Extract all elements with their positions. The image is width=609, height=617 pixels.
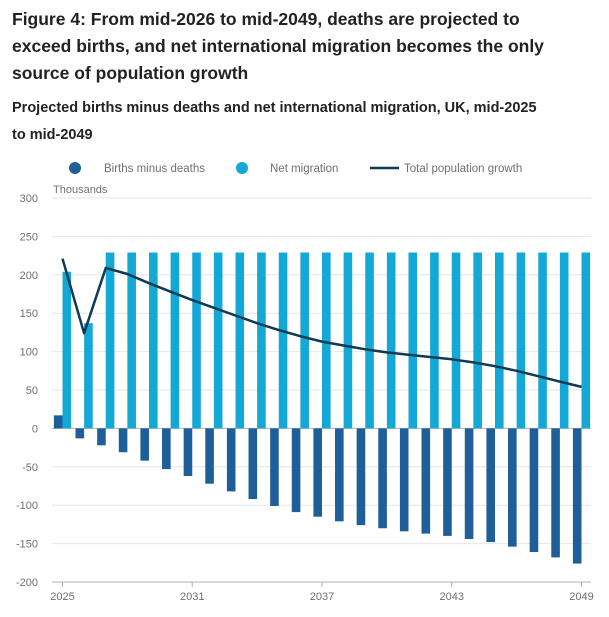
bar-net-migration-2036 <box>300 252 309 429</box>
bar-net-migration-2035 <box>278 252 288 429</box>
bar-births-minus-deaths-2043 <box>443 428 452 536</box>
bar-births-minus-deaths-2038 <box>335 428 344 522</box>
y-tick-label: 150 <box>20 308 38 320</box>
total-growth-line-group <box>61 258 582 389</box>
y-tick-label: -50 <box>22 462 38 474</box>
y-tick-label: 250 <box>20 231 38 243</box>
bar-births-minus-deaths-2045 <box>486 428 495 543</box>
gridlines <box>52 197 591 583</box>
bar-births-minus-deaths-2033 <box>226 428 236 492</box>
bar-births-minus-deaths-2041 <box>399 428 409 532</box>
bar-net-migration-2042 <box>430 252 439 429</box>
bar-net-migration-2029 <box>149 252 158 429</box>
x-tick-label: 2031 <box>180 591 204 603</box>
legend-label-total-growth: Total population growth <box>404 163 522 175</box>
total-growth-line <box>61 258 582 389</box>
x-tick-label: 2049 <box>569 591 593 603</box>
bar-births-minus-deaths-2027 <box>97 428 106 446</box>
legend-label-net-migration: Net migration <box>270 163 338 175</box>
bar-births-minus-deaths-2030 <box>162 428 171 470</box>
bar-net-migration-2041 <box>408 252 418 429</box>
bar-net-migration-2045 <box>495 252 504 429</box>
legend: Births minus deaths Net migration Total … <box>69 162 522 175</box>
y-tick-label: 300 <box>20 193 38 205</box>
bar-births-minus-deaths-2047 <box>529 428 539 553</box>
bar-births-minus-deaths-2025 <box>53 415 63 429</box>
legend-label-births-minus-deaths: Births minus deaths <box>104 163 205 175</box>
figure-title: Figure 4: From mid-2026 to mid-2049, dea… <box>12 9 544 83</box>
y-axis-label: Thousands <box>53 184 108 196</box>
bar-births-minus-deaths-2049 <box>572 428 582 564</box>
x-axis: 2025 2031 2037 2043 2049 <box>50 581 594 603</box>
bar-net-migration-2047 <box>538 252 547 429</box>
bar-births-minus-deaths-2032 <box>205 428 214 484</box>
bar-net-migration-2030 <box>170 252 180 429</box>
bar-births-minus-deaths-2040 <box>378 428 387 529</box>
y-axis-ticks: 300 250 200 150 100 50 0 -50 -100 -150 -200 <box>16 193 38 589</box>
x-tick-label: 2025 <box>50 591 74 603</box>
bar-net-migration-2032 <box>213 252 223 429</box>
y-tick-label: 200 <box>20 270 38 282</box>
y-tick-label: 100 <box>20 347 38 359</box>
bar-births-minus-deaths-2031 <box>183 428 193 477</box>
bar-births-minus-deaths-2028 <box>118 428 128 453</box>
bar-net-migration-2028 <box>127 252 136 429</box>
y-tick-label: -100 <box>16 500 38 512</box>
bar-net-migration-2031 <box>192 252 201 429</box>
bar-net-migration-2043 <box>451 252 461 429</box>
bar-births-minus-deaths-2026 <box>75 428 85 439</box>
bar-births-minus-deaths-2039 <box>356 428 366 526</box>
bar-births-minus-deaths-2048 <box>551 428 560 558</box>
bar-net-migration-2039 <box>365 252 374 429</box>
bar-net-migration-2040 <box>386 252 396 429</box>
bar-births-minus-deaths-2042 <box>421 428 431 534</box>
legend-marker-net-migration <box>236 162 248 174</box>
bar-births-minus-deaths-2037 <box>313 428 322 517</box>
y-tick-label: 0 <box>32 423 38 435</box>
bar-net-migration-2038 <box>343 252 353 429</box>
x-tick-label: 2037 <box>310 591 334 603</box>
bar-births-minus-deaths-2036 <box>291 428 301 513</box>
bar-net-migration-2033 <box>235 252 245 429</box>
bars <box>53 252 591 564</box>
chart-subtitle: Projected births minus deaths and net in… <box>12 100 537 143</box>
bar-net-migration-2034 <box>257 252 266 429</box>
bar-births-minus-deaths-2034 <box>248 428 258 500</box>
bar-net-migration-2026 <box>84 323 93 429</box>
y-tick-label: -200 <box>16 577 38 589</box>
legend-marker-births-minus-deaths <box>69 162 81 174</box>
bar-births-minus-deaths-2029 <box>140 428 149 461</box>
bar-net-migration-2044 <box>473 252 482 429</box>
bar-births-minus-deaths-2046 <box>508 428 517 547</box>
bar-births-minus-deaths-2044 <box>464 428 474 539</box>
bar-net-migration-2049 <box>581 252 591 429</box>
bar-net-migration-2048 <box>559 252 569 429</box>
bar-net-migration-2037 <box>322 252 331 429</box>
x-tick-label: 2043 <box>440 591 464 603</box>
y-tick-label: 50 <box>26 385 38 397</box>
y-tick-label: -150 <box>16 539 38 551</box>
bar-net-migration-2027 <box>105 252 115 429</box>
bar-net-migration-2025 <box>62 271 72 429</box>
bar-net-migration-2046 <box>516 252 526 429</box>
bar-births-minus-deaths-2035 <box>270 428 279 506</box>
